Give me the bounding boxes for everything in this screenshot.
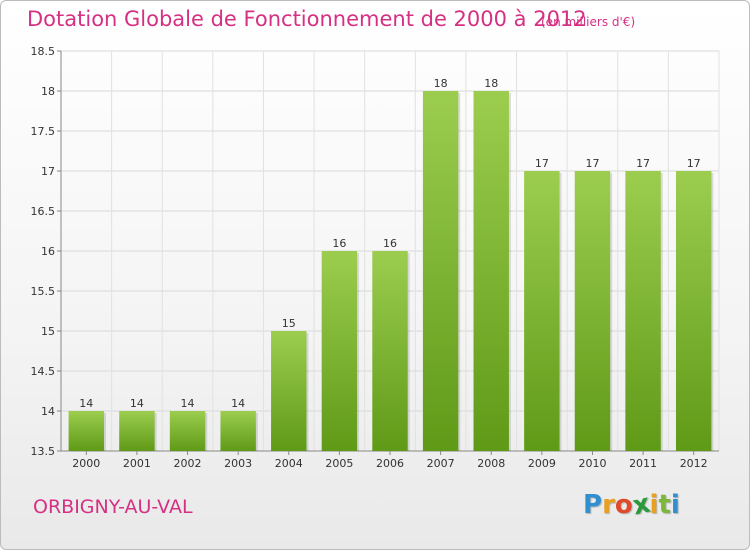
y-tick-label: 16 <box>41 245 55 258</box>
logo-letter: P <box>583 490 603 520</box>
bar <box>675 171 712 451</box>
x-tick-label: 2002 <box>174 457 202 470</box>
x-tick-label: 2011 <box>629 457 657 470</box>
y-tick-label: 14.5 <box>31 365 56 378</box>
data-label: 18 <box>434 77 448 90</box>
data-label: 16 <box>383 237 397 250</box>
bar <box>574 171 611 451</box>
logo-letter: t <box>658 490 671 520</box>
x-tick-label: 2004 <box>275 457 303 470</box>
x-tick-label: 2012 <box>680 457 708 470</box>
bars <box>68 91 714 451</box>
bar <box>422 91 459 451</box>
logo-letter: i <box>649 490 659 520</box>
bar <box>524 171 560 451</box>
x-tick-label: 2009 <box>528 457 556 470</box>
y-tick-label: 15.5 <box>31 285 56 298</box>
data-label: 18 <box>484 77 498 90</box>
logo-letter: r <box>602 490 615 520</box>
x-tick-label: 2001 <box>123 457 151 470</box>
proxiti-logo[interactable]: Proxiti <box>583 489 680 522</box>
bar <box>220 411 256 451</box>
bar <box>625 171 661 451</box>
x-tick-label: 2003 <box>224 457 252 470</box>
x-tick-label: 2010 <box>578 457 606 470</box>
y-tick-label: 18 <box>41 85 55 98</box>
y-tick-label: 17.5 <box>31 125 56 138</box>
bar <box>271 331 307 451</box>
bar <box>372 251 408 451</box>
x-tick-label: 2006 <box>376 457 404 470</box>
data-label: 15 <box>282 317 296 330</box>
data-label: 14 <box>130 397 144 410</box>
y-tick-label: 16.5 <box>31 205 56 218</box>
data-label: 14 <box>181 397 195 410</box>
data-label: 17 <box>636 157 650 170</box>
y-tick-label: 15 <box>41 325 55 338</box>
data-label: 17 <box>535 157 549 170</box>
data-label: 16 <box>332 237 346 250</box>
data-label: 17 <box>687 157 701 170</box>
y-tick-label: 18.5 <box>31 45 56 58</box>
bar <box>68 411 105 451</box>
data-label: 17 <box>585 157 599 170</box>
bar <box>473 91 509 451</box>
x-tick-label: 2007 <box>427 457 455 470</box>
chart-title: Dotation Globale de Fonctionnement de 20… <box>27 7 587 31</box>
x-tick-label: 2008 <box>477 457 505 470</box>
logo-letter: o <box>614 490 633 520</box>
y-tick-label: 17 <box>41 165 55 178</box>
x-tick-label: 2000 <box>72 457 100 470</box>
logo-letter: i <box>670 490 680 520</box>
y-tick-label: 13.5 <box>31 445 56 458</box>
bar <box>321 251 358 451</box>
y-tick-label: 14 <box>41 405 55 418</box>
chart-subtitle: (en milliers d'€) <box>541 15 636 29</box>
data-label: 14 <box>79 397 93 410</box>
labels: 14 14 14 14 15 16 16 18 18 17 17 17 17 <box>79 77 700 410</box>
commune-name: ORBIGNY-AU-VAL <box>33 496 193 518</box>
x-tick-label: 2005 <box>325 457 353 470</box>
bar <box>169 411 206 451</box>
data-label: 14 <box>231 397 245 410</box>
bar <box>119 411 155 451</box>
